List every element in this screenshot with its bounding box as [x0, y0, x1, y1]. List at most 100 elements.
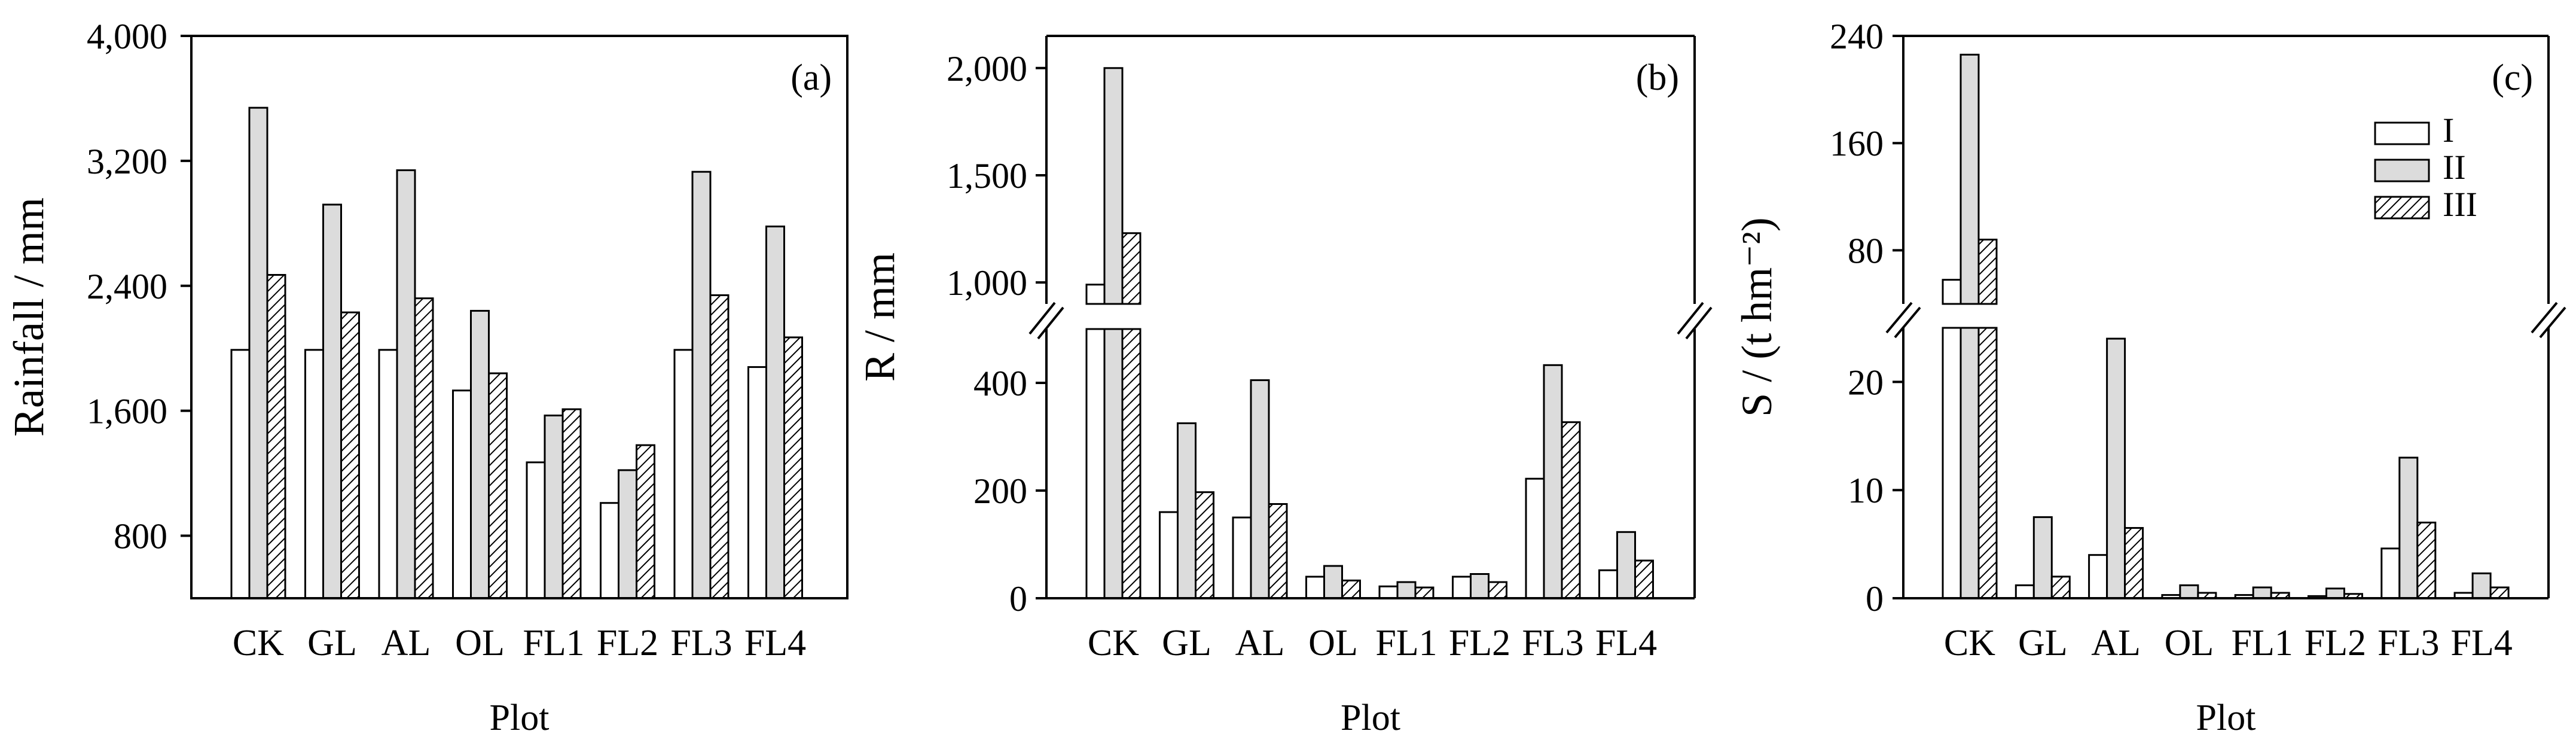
panel-label: (a) [790, 57, 832, 98]
bar-al-ii [396, 169, 416, 599]
bar-al-iii [414, 297, 434, 599]
bar-fl1-ii [2252, 586, 2272, 599]
bar-gl-iii [2050, 576, 2071, 599]
bar-ck-ii [1960, 53, 1980, 305]
x-tick-label-fl1: FL1 [1375, 623, 1437, 663]
y-tick-label-4: 160 [1830, 124, 1884, 163]
bar-ck-ii-lower [1103, 328, 1124, 599]
x-tick-label-fl4: FL4 [744, 623, 806, 663]
x-tick-label-al: AL [2091, 623, 2141, 663]
bar-ck-i [230, 349, 251, 599]
bar-fl2-ii [618, 469, 637, 599]
bar-ck-iii [266, 274, 286, 599]
panel-a-rainfall: CK GL AL OL FL1 FL2 FL3 FL4 800 1,600 2,400 3,200 4,… [5, 17, 849, 738]
x-tick-label-gl: GL [2018, 623, 2068, 663]
bar-fl4-i [1598, 569, 1618, 599]
axis-break-mark-left-1 [1028, 302, 1056, 335]
axis-break-mark-right-2 [2539, 306, 2566, 339]
panel-label: (b) [1636, 57, 1679, 98]
plot-frame [190, 35, 849, 599]
legend-swatch-ii [2374, 159, 2430, 182]
bar-fl4-ii [2471, 572, 2492, 599]
x-tick-label-gl: GL [307, 623, 357, 663]
axis-break-mark-left-2 [1894, 306, 1921, 339]
bar-gl-i [304, 349, 324, 599]
bar-fl3-i [2380, 547, 2401, 599]
axis-break-mark-right-2 [1685, 306, 1713, 340]
y-tick-label-0: 0 [1866, 579, 1884, 619]
bar-ol-i [1305, 576, 1325, 599]
bar-gl-iii [340, 311, 360, 599]
x-axis-label: Plot [490, 698, 550, 738]
x-tick-label-al: AL [381, 623, 431, 663]
y-tick-label-2: 20 [1848, 363, 1884, 402]
axis-break-mark-right-1 [1677, 302, 1704, 335]
bar-fl2-ii [1470, 573, 1490, 599]
y-tick-label-4: 4,000 [87, 17, 167, 56]
bar-gl-ii [322, 203, 342, 599]
y-tick-label-1: 10 [1848, 471, 1884, 510]
bar-gl-i [1159, 511, 1179, 599]
x-axis-label: Plot [2196, 698, 2256, 738]
y-tick-label-0: 800 [114, 517, 167, 556]
bar-fl3-ii [2398, 456, 2419, 599]
bar-fl2-i [600, 502, 619, 599]
panel-b-runoff: CK GL AL OL FL1 FL2 FL3 FL4 0 200 400 1,000 1,500 2,0… [856, 35, 1713, 738]
bar-fl2-iii [1488, 581, 1507, 599]
x-tick-label-ck: CK [1088, 623, 1139, 663]
x-tick-label-fl4: FL4 [1595, 623, 1657, 663]
y-tick-label-1: 1,600 [87, 392, 167, 431]
legend-label-i: I [2443, 111, 2454, 150]
bar-fl3-iii [709, 294, 730, 599]
legend-label-ii: II [2443, 148, 2466, 187]
x-tick-label-gl: GL [1162, 623, 1211, 663]
x-tick-label-ck: CK [1944, 623, 1995, 663]
x-tick-label-fl2: FL2 [2305, 623, 2366, 663]
x-axis-label: Plot [1341, 698, 1400, 738]
bar-fl3-ii [691, 170, 712, 599]
bar-al-i [378, 349, 398, 599]
x-tick-label-fl1: FL1 [523, 623, 584, 663]
y-tick-label-5: 2,000 [947, 49, 1027, 89]
bar-fl3-ii [1543, 364, 1563, 599]
bar-ol-ii [470, 310, 490, 599]
x-tick-label-ck: CK [233, 623, 284, 663]
y-tick-label-4: 1,500 [947, 156, 1027, 196]
y-tick-label-3: 1,000 [947, 263, 1027, 303]
x-tick-label-fl3: FL3 [2377, 623, 2439, 663]
panel-label: (c) [2492, 57, 2533, 98]
x-tick-label-fl2: FL2 [1449, 623, 1510, 663]
bar-fl2-iii [636, 444, 655, 599]
bar-fl3-i [673, 349, 694, 599]
bar-gl-ii [1177, 422, 1197, 599]
x-tick-label-fl3: FL3 [1522, 623, 1583, 663]
bar-fl3-i [1525, 477, 1545, 599]
bar-fl1-ii [1396, 581, 1417, 599]
bar-fl3-iii [1561, 421, 1581, 599]
y-tick-label-3: 3,200 [87, 142, 167, 181]
bar-ol-ii [2179, 584, 2199, 599]
bar-fl4-iii [2489, 586, 2510, 599]
panel-c-sediment: CK GL AL OL FL1 FL2 FL3 FL4 0 10 20 80 160 240 (c) Plot… [1733, 17, 2566, 738]
bar-fl2-ii [2325, 587, 2345, 599]
y-tick-label-2: 2,400 [87, 267, 167, 306]
bar-al-i [2088, 554, 2108, 599]
bar-fl1-ii [544, 415, 564, 599]
bar-fl3-iii [2416, 521, 2437, 599]
bar-al-iii [2124, 526, 2144, 599]
y-axis-label: S / (t hm⁻²) [1733, 217, 1781, 417]
x-tick-label-fl1: FL1 [2232, 623, 2293, 663]
x-tick-label-fl4: FL4 [2450, 623, 2512, 663]
bar-ck-iii-lower [1121, 328, 1142, 599]
y-tick-label-5: 240 [1830, 17, 1884, 56]
bar-gl-i [2015, 584, 2035, 599]
bar-fl1-iii [1414, 586, 1434, 599]
y-tick-label-3: 80 [1848, 231, 1884, 270]
bar-ck-iii [1977, 238, 1998, 305]
y-tick-label-2: 400 [973, 364, 1027, 403]
y-tick-label-0: 0 [1009, 579, 1027, 619]
y-axis-label: Rainfall / mm [5, 197, 53, 437]
x-tick-label-al: AL [1235, 623, 1285, 663]
axis-break-mark-left-1 [1885, 302, 1913, 334]
